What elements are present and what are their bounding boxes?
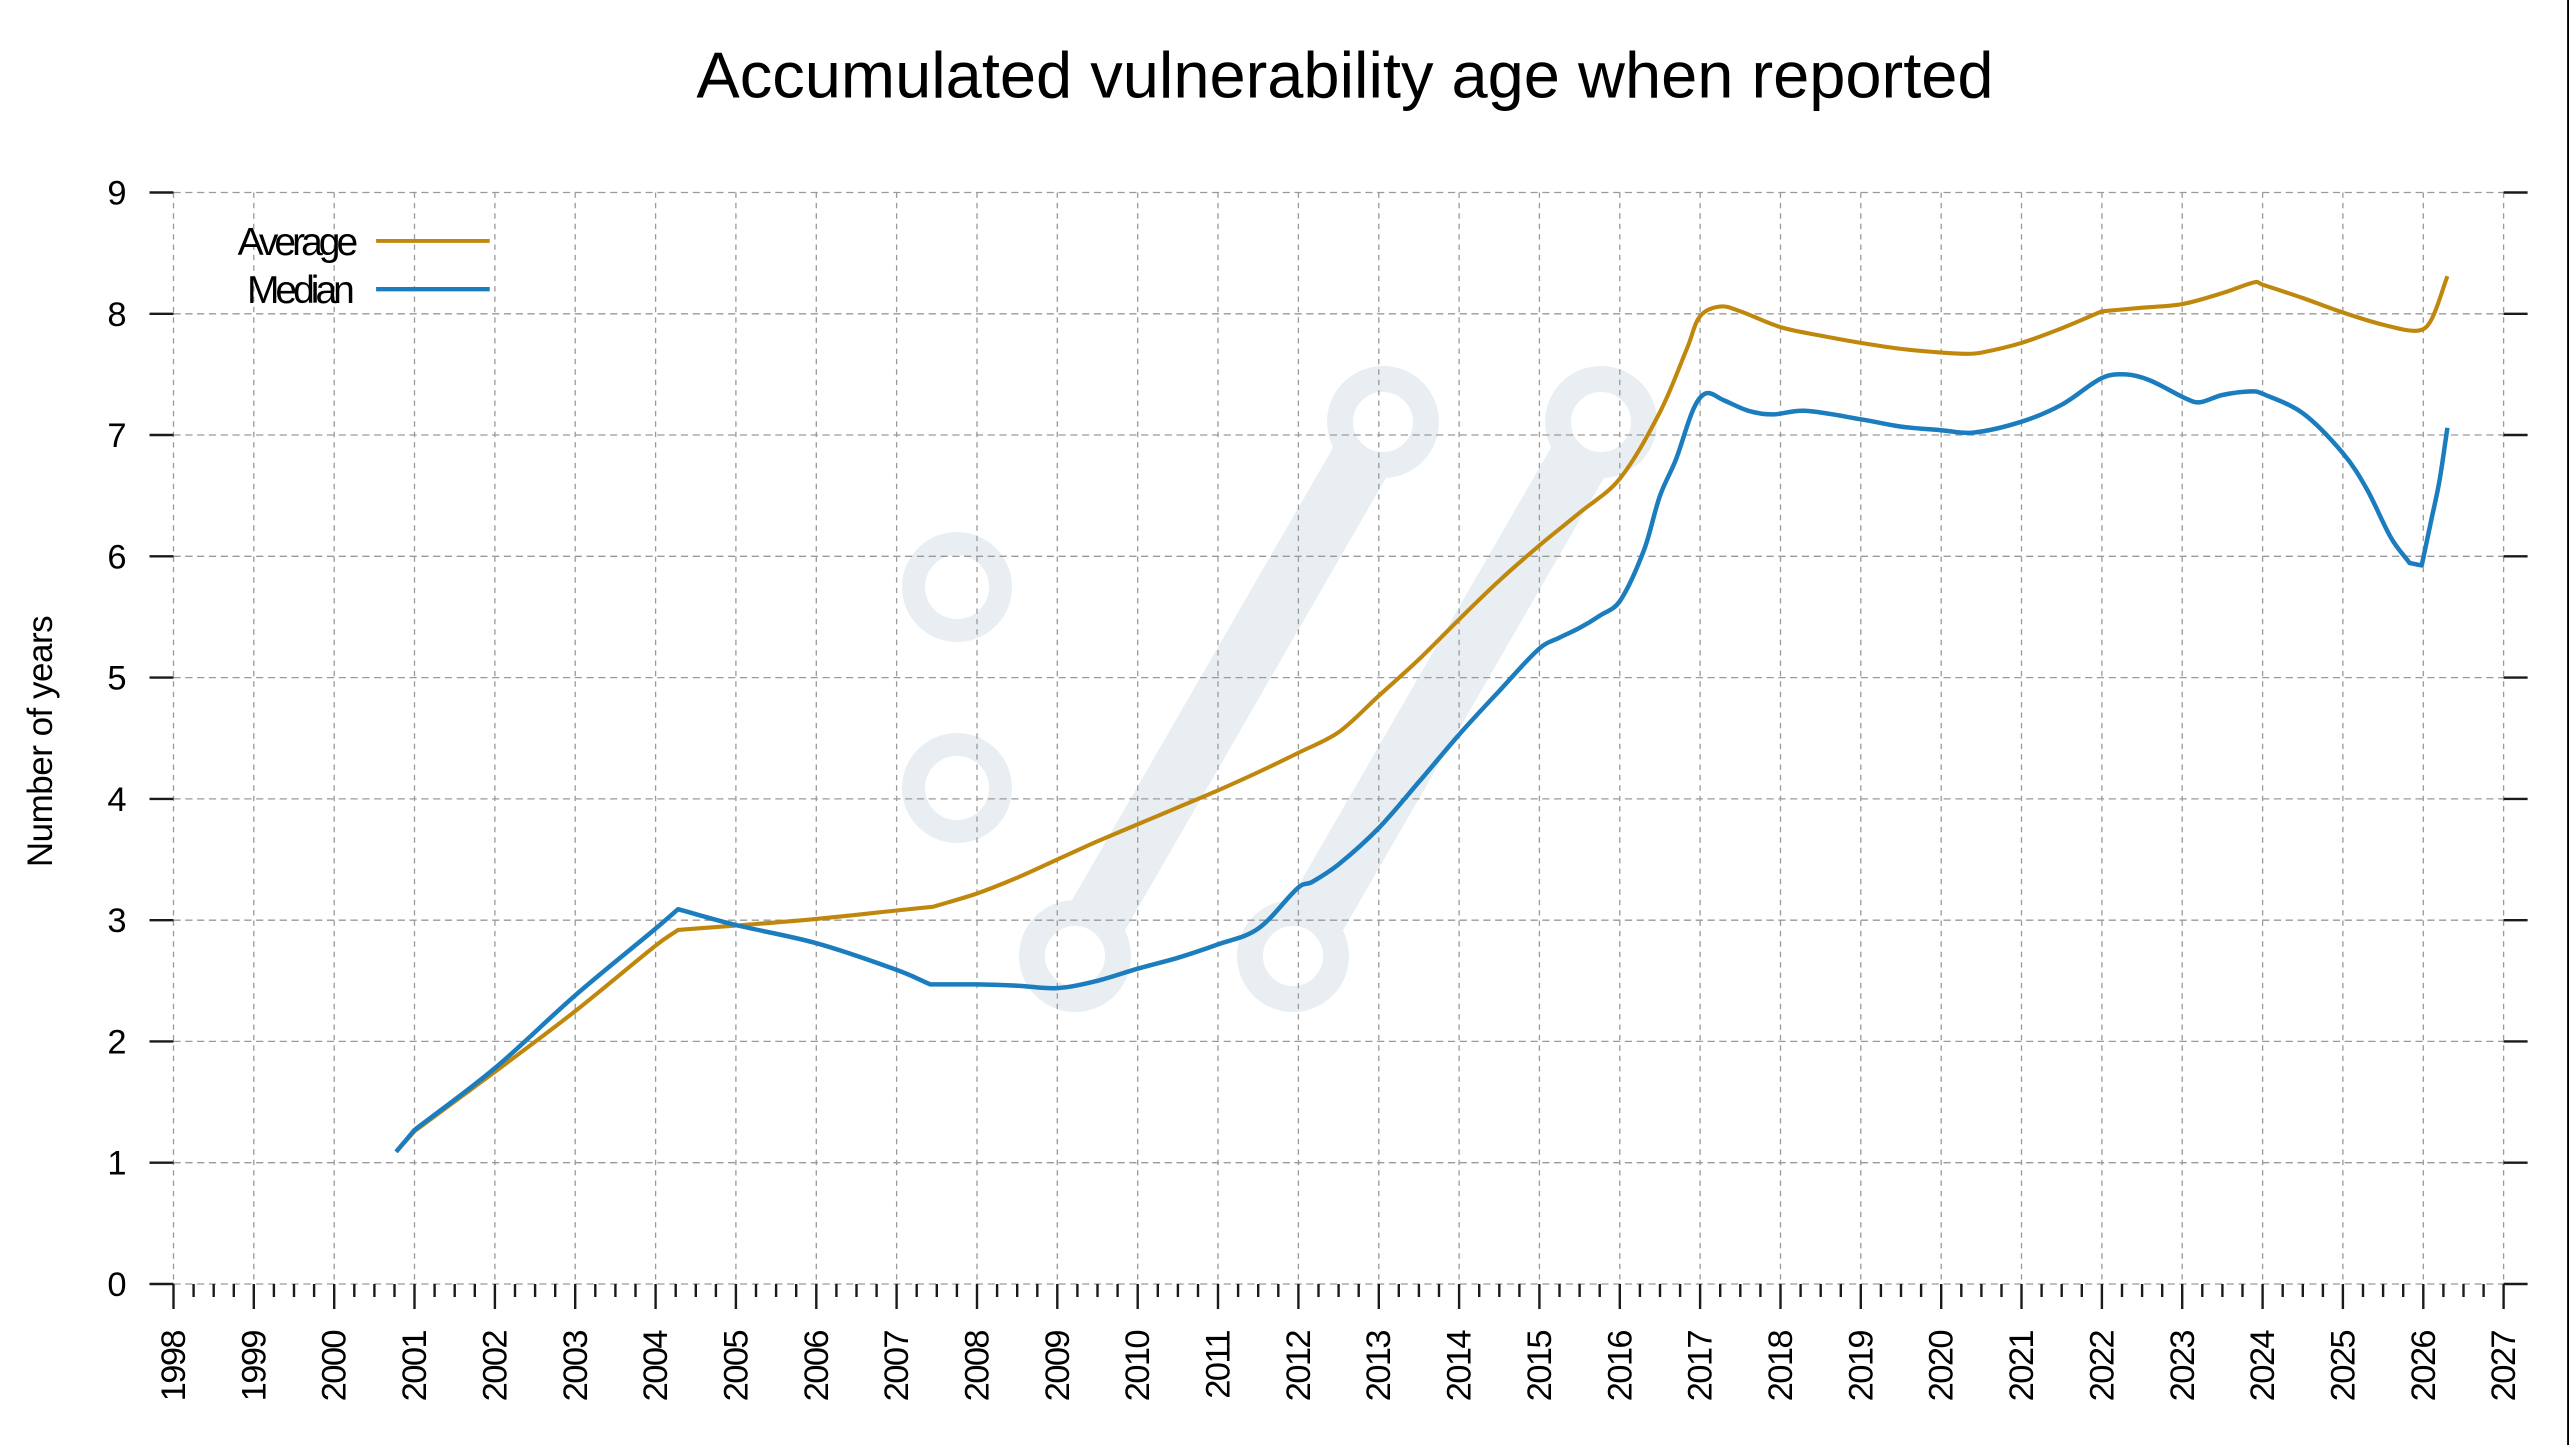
svg-text:9: 9 bbox=[107, 175, 126, 213]
svg-text:2: 2 bbox=[107, 1023, 126, 1061]
svg-text:Accumulated vulnerability age: Accumulated vulnerability age when repor… bbox=[696, 39, 1993, 112]
svg-text:6: 6 bbox=[107, 538, 126, 576]
svg-text:2011: 2011 bbox=[1200, 1331, 1238, 1399]
svg-text:2022: 2022 bbox=[2083, 1331, 2121, 1402]
svg-text:2023: 2023 bbox=[2164, 1331, 2202, 1402]
svg-text:2002: 2002 bbox=[476, 1331, 514, 1402]
svg-text:2019: 2019 bbox=[1842, 1331, 1880, 1402]
svg-text:2015: 2015 bbox=[1521, 1331, 1559, 1402]
svg-text:3: 3 bbox=[107, 902, 126, 940]
svg-text:Median: Median bbox=[247, 269, 353, 312]
svg-text:0: 0 bbox=[107, 1266, 126, 1304]
svg-text:2021: 2021 bbox=[2003, 1331, 2041, 1402]
svg-text:2012: 2012 bbox=[1280, 1331, 1318, 1402]
svg-text:2026: 2026 bbox=[2405, 1331, 2443, 1402]
svg-text:2013: 2013 bbox=[1360, 1331, 1398, 1402]
svg-text:2025: 2025 bbox=[2324, 1331, 2362, 1402]
svg-text:2005: 2005 bbox=[717, 1331, 755, 1402]
svg-text:2000: 2000 bbox=[316, 1331, 354, 1402]
svg-text:4: 4 bbox=[107, 781, 126, 819]
svg-text:2004: 2004 bbox=[637, 1330, 675, 1402]
svg-text:2008: 2008 bbox=[959, 1331, 997, 1402]
svg-text:7: 7 bbox=[107, 417, 126, 455]
svg-text:5: 5 bbox=[107, 660, 126, 698]
svg-text:2024: 2024 bbox=[2244, 1330, 2282, 1402]
svg-text:2007: 2007 bbox=[878, 1331, 916, 1402]
svg-text:2027: 2027 bbox=[2485, 1331, 2523, 1402]
svg-text:1998: 1998 bbox=[155, 1331, 193, 1402]
svg-text:2016: 2016 bbox=[1601, 1331, 1639, 1402]
svg-text:2009: 2009 bbox=[1039, 1331, 1077, 1402]
svg-text:1: 1 bbox=[107, 1145, 126, 1183]
svg-text:2018: 2018 bbox=[1762, 1331, 1800, 1402]
svg-text:2020: 2020 bbox=[1923, 1331, 1961, 1402]
svg-text:8: 8 bbox=[107, 296, 126, 334]
svg-text:2003: 2003 bbox=[557, 1331, 595, 1402]
svg-text:2017: 2017 bbox=[1682, 1331, 1720, 1402]
svg-text:2010: 2010 bbox=[1119, 1331, 1157, 1402]
svg-text:Number of years: Number of years bbox=[21, 616, 60, 867]
svg-text:Average: Average bbox=[238, 221, 357, 264]
svg-text:2014: 2014 bbox=[1441, 1330, 1479, 1402]
svg-text:1999: 1999 bbox=[235, 1331, 273, 1402]
svg-text:2006: 2006 bbox=[798, 1331, 836, 1402]
svg-text:2001: 2001 bbox=[396, 1331, 434, 1402]
